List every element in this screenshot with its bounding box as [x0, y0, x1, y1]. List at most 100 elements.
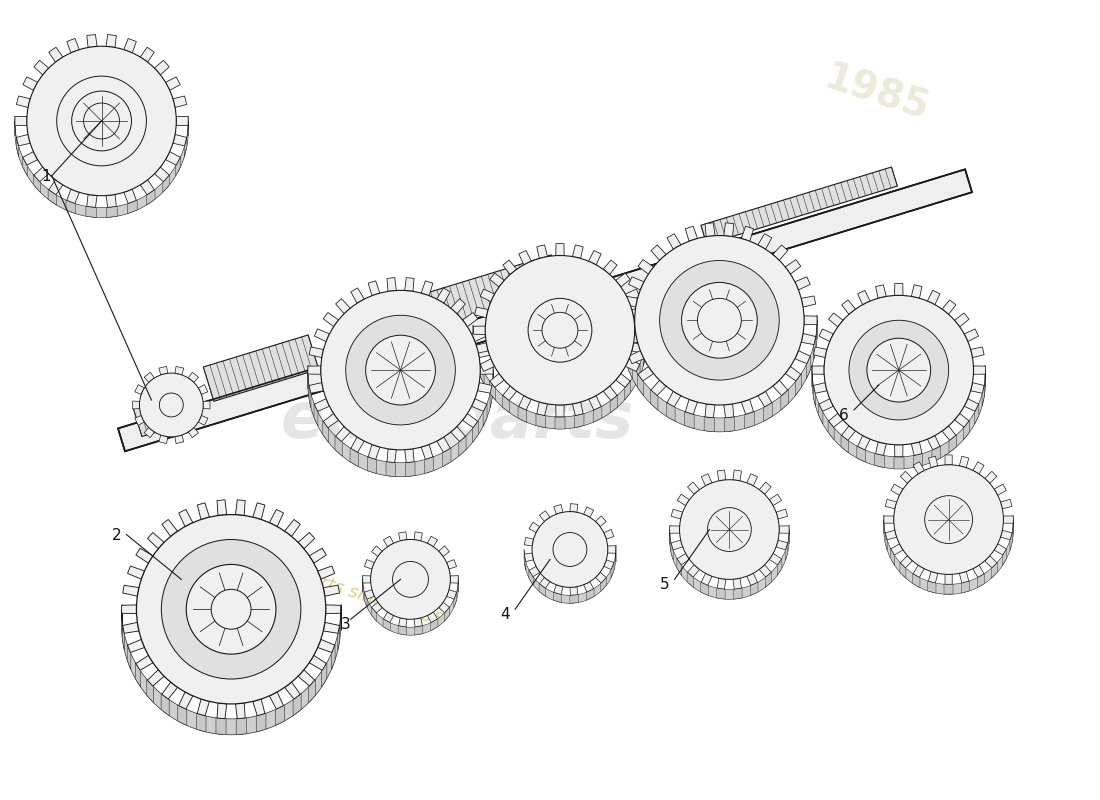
- Polygon shape: [178, 705, 187, 726]
- Polygon shape: [364, 590, 374, 599]
- Polygon shape: [425, 457, 433, 474]
- Circle shape: [824, 295, 974, 445]
- Polygon shape: [135, 385, 144, 394]
- Polygon shape: [16, 134, 30, 146]
- Polygon shape: [331, 644, 335, 670]
- Polygon shape: [982, 385, 985, 406]
- Polygon shape: [593, 406, 602, 422]
- Polygon shape: [949, 434, 957, 453]
- Polygon shape: [363, 576, 371, 583]
- Polygon shape: [842, 434, 848, 453]
- Polygon shape: [785, 366, 801, 381]
- Polygon shape: [588, 250, 601, 265]
- Polygon shape: [927, 581, 936, 593]
- Polygon shape: [972, 462, 984, 474]
- Polygon shape: [217, 500, 227, 515]
- Polygon shape: [650, 390, 658, 410]
- Polygon shape: [539, 583, 546, 597]
- Text: 3: 3: [341, 618, 351, 632]
- Polygon shape: [928, 456, 938, 468]
- Polygon shape: [275, 705, 285, 726]
- Polygon shape: [173, 134, 187, 146]
- Polygon shape: [524, 550, 616, 603]
- Polygon shape: [676, 558, 682, 575]
- Polygon shape: [198, 385, 208, 394]
- Circle shape: [136, 514, 326, 704]
- Polygon shape: [308, 370, 493, 477]
- Polygon shape: [399, 255, 562, 336]
- Polygon shape: [414, 618, 422, 627]
- Polygon shape: [309, 679, 316, 702]
- Polygon shape: [293, 694, 301, 716]
- Polygon shape: [298, 670, 315, 686]
- Polygon shape: [473, 330, 647, 429]
- Polygon shape: [974, 366, 986, 374]
- Polygon shape: [518, 406, 527, 422]
- Polygon shape: [322, 421, 329, 442]
- Polygon shape: [437, 288, 450, 303]
- Polygon shape: [146, 116, 155, 126]
- Polygon shape: [539, 510, 550, 522]
- Polygon shape: [688, 565, 700, 577]
- Polygon shape: [87, 194, 97, 207]
- Polygon shape: [625, 381, 630, 400]
- Polygon shape: [176, 117, 188, 126]
- Polygon shape: [628, 350, 643, 364]
- Circle shape: [553, 533, 587, 566]
- Polygon shape: [1001, 530, 1012, 540]
- Polygon shape: [795, 374, 801, 396]
- Polygon shape: [285, 682, 300, 699]
- Polygon shape: [813, 385, 815, 406]
- Polygon shape: [801, 334, 816, 345]
- Polygon shape: [570, 586, 578, 595]
- Polygon shape: [758, 391, 772, 407]
- Polygon shape: [135, 662, 141, 687]
- Polygon shape: [336, 298, 351, 314]
- Polygon shape: [86, 206, 97, 218]
- Polygon shape: [173, 96, 187, 107]
- Polygon shape: [162, 682, 177, 699]
- Polygon shape: [161, 694, 169, 716]
- Polygon shape: [165, 77, 180, 90]
- Polygon shape: [490, 381, 495, 400]
- Polygon shape: [779, 526, 789, 534]
- Polygon shape: [724, 404, 734, 418]
- Polygon shape: [398, 618, 407, 627]
- Circle shape: [894, 465, 1003, 574]
- Polygon shape: [704, 417, 714, 432]
- Polygon shape: [572, 402, 583, 415]
- Polygon shape: [525, 553, 533, 562]
- Polygon shape: [439, 546, 450, 557]
- Polygon shape: [529, 566, 540, 577]
- Polygon shape: [405, 278, 414, 291]
- Circle shape: [371, 539, 450, 619]
- Polygon shape: [33, 174, 41, 192]
- Polygon shape: [87, 34, 97, 47]
- Polygon shape: [603, 386, 617, 401]
- Polygon shape: [900, 562, 906, 578]
- Polygon shape: [336, 436, 342, 456]
- Polygon shape: [828, 420, 834, 440]
- Polygon shape: [216, 718, 225, 734]
- Polygon shape: [991, 562, 998, 578]
- Circle shape: [867, 338, 931, 402]
- Polygon shape: [106, 34, 117, 47]
- Polygon shape: [970, 347, 985, 358]
- Polygon shape: [842, 426, 856, 440]
- Polygon shape: [384, 612, 394, 622]
- Polygon shape: [141, 134, 153, 146]
- Circle shape: [160, 393, 184, 417]
- Polygon shape: [610, 562, 614, 578]
- Polygon shape: [607, 546, 616, 554]
- Polygon shape: [828, 414, 843, 427]
- Circle shape: [528, 298, 592, 362]
- Polygon shape: [886, 499, 896, 509]
- Polygon shape: [994, 484, 1006, 495]
- Polygon shape: [684, 411, 694, 429]
- Polygon shape: [701, 167, 898, 244]
- Polygon shape: [23, 77, 37, 90]
- Polygon shape: [519, 250, 531, 265]
- Polygon shape: [651, 245, 667, 260]
- Polygon shape: [763, 402, 772, 422]
- Circle shape: [393, 562, 428, 598]
